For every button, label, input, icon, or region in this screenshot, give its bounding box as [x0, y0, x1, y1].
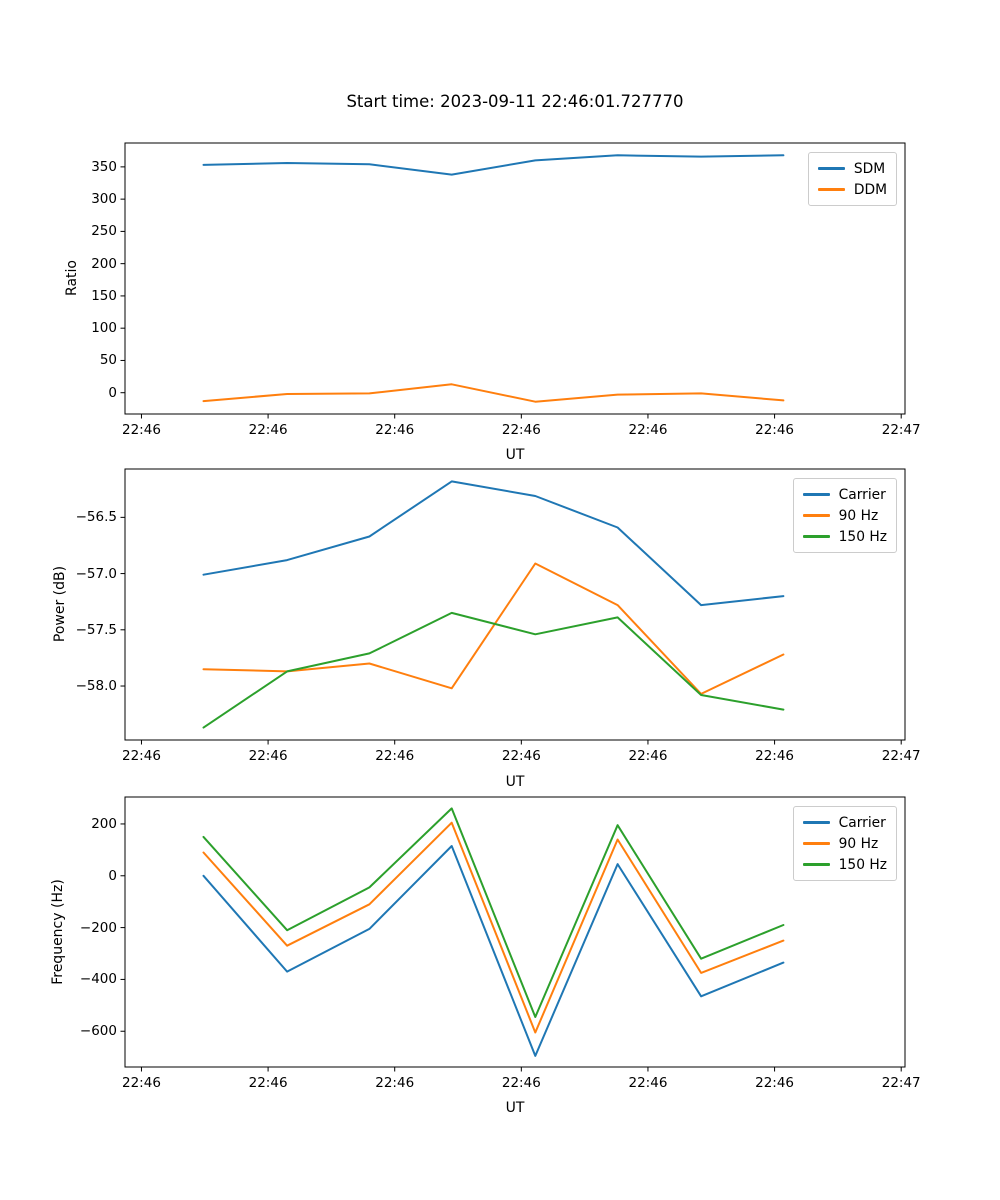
y-tick-label: 0: [108, 867, 117, 884]
x-tick-label: 22:46: [248, 422, 288, 438]
x-tick-label: 22:46: [122, 748, 161, 764]
150-hz-line-swatch-icon: [802, 863, 830, 866]
carrier-line-swatch-icon: [802, 493, 830, 496]
y-axis-label-ratio: Ratio: [64, 260, 80, 296]
legend-chart-2: Carrier 90 Hz 150 Hz: [792, 478, 897, 553]
x-tick-label: 22:46: [375, 422, 415, 438]
plot-frame-1: [124, 142, 906, 415]
sdm-line-swatch-icon: [817, 167, 845, 170]
legend-label: 150 Hz: [838, 856, 887, 873]
legend-item-90-hz: 90 Hz: [802, 833, 887, 854]
y-tick-label: −57.5: [75, 621, 117, 638]
x-axis-label-ut-2: UT: [505, 774, 525, 790]
carrier-line-chart-3: [202, 845, 785, 1057]
y-tick-label: 350: [91, 158, 117, 175]
x-tick-label: 22:46: [628, 1075, 668, 1091]
legend-label: SDM: [853, 160, 886, 177]
legend-item-150-hz: 150 Hz: [802, 854, 887, 875]
x-tick-label: 22:46: [628, 748, 668, 764]
y-tick-label: −200: [79, 919, 117, 936]
y-tick-label: −57.0: [75, 565, 117, 582]
150-hz-line-chart-3: [202, 807, 785, 1018]
y-tick-label: 200: [91, 255, 117, 272]
legend-item-sdm: SDM: [817, 158, 887, 179]
90-hz-line-chart-2: [202, 562, 785, 695]
y-tick-label: −400: [79, 971, 117, 988]
plot-frame-3: [124, 796, 906, 1068]
x-tick-label: 22:46: [375, 1075, 415, 1091]
carrier-line-swatch-icon: [802, 821, 830, 824]
y-tick-label: −58.0: [75, 678, 117, 695]
y-tick-label: −56.5: [75, 509, 117, 526]
150-hz-line-chart-2: [202, 611, 785, 729]
y-tick-label: 300: [91, 191, 117, 208]
legend-item-150-hz: 150 Hz: [802, 526, 887, 547]
x-tick-label: 22:46: [122, 422, 161, 438]
legend-item-ddm: DDM: [817, 179, 887, 200]
legend-item-carrier: Carrier: [802, 812, 887, 833]
ddm-line-chart-1: [202, 383, 785, 403]
x-tick-label: 22:46: [122, 1075, 161, 1091]
x-tick-label: 22:46: [501, 422, 541, 438]
figure-title: Start time: 2023-09-11 22:46:01.727770: [346, 92, 684, 111]
legend-label: Carrier: [838, 814, 886, 831]
x-tick-label: 22:47: [881, 422, 921, 438]
y-axis-label-power: Power (dB): [52, 565, 68, 643]
legend-label: Carrier: [838, 486, 886, 503]
legend-label: DDM: [853, 181, 887, 198]
legend-chart-3: Carrier 90 Hz 150 Hz: [792, 806, 897, 881]
90-hz-line-chart-3: [202, 821, 785, 1034]
y-tick-label: 250: [91, 223, 117, 240]
y-tick-label: 0: [108, 384, 117, 401]
x-tick-label: 22:46: [501, 1075, 541, 1091]
ddm-line-swatch-icon: [817, 188, 845, 191]
90-hz-line-swatch-icon: [802, 514, 830, 517]
carrier-line-chart-2: [202, 480, 785, 607]
x-tick-label: 22:46: [755, 422, 795, 438]
y-tick-label: 150: [91, 287, 117, 304]
x-tick-label: 22:46: [248, 748, 288, 764]
x-tick-label: 22:46: [248, 1075, 288, 1091]
legend-item-carrier: Carrier: [802, 484, 887, 505]
x-tick-label: 22:46: [628, 422, 668, 438]
sdm-line-chart-1: [202, 154, 785, 176]
x-tick-label: 22:47: [881, 1075, 921, 1091]
y-tick-label: 50: [99, 352, 117, 369]
x-tick-label: 22:46: [755, 748, 795, 764]
x-tick-label: 22:46: [501, 748, 541, 764]
y-tick-label: 100: [91, 320, 117, 337]
legend-label: 90 Hz: [838, 507, 879, 524]
x-tick-label: 22:46: [755, 1075, 795, 1091]
plot-frame-2: [124, 468, 906, 741]
legend-label: 90 Hz: [838, 835, 879, 852]
legend-chart-1: SDM DDM: [807, 152, 897, 206]
90-hz-line-swatch-icon: [802, 842, 830, 845]
y-axis-label-frequency: Frequency (Hz): [50, 879, 66, 985]
y-tick-label: 200: [91, 815, 117, 832]
y-tick-label: −600: [79, 1023, 117, 1040]
x-axis-label-ut-3: UT: [505, 1100, 525, 1116]
150-hz-line-swatch-icon: [802, 535, 830, 538]
x-tick-label: 22:47: [881, 748, 921, 764]
legend-item-90-hz: 90 Hz: [802, 505, 887, 526]
x-tick-label: 22:46: [375, 748, 415, 764]
x-axis-label-ut-1: UT: [505, 447, 525, 463]
legend-label: 150 Hz: [838, 528, 887, 545]
